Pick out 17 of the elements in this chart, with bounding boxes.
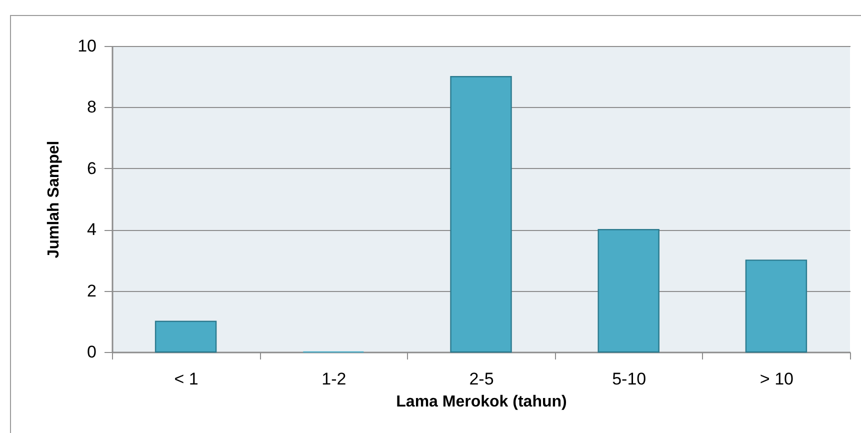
- x-tick-label: 5-10: [612, 370, 646, 388]
- x-tick-label: < 1: [174, 370, 198, 388]
- bar: [745, 260, 808, 353]
- bar: [598, 229, 660, 353]
- y-tick-label: 0: [87, 342, 96, 362]
- y-tick-label: 8: [87, 98, 96, 117]
- y-tick-label: 6: [87, 158, 96, 178]
- y-axis-title: Jumlah Sampel: [46, 140, 63, 258]
- bar: [450, 76, 512, 353]
- y-tick-label: 2: [87, 281, 96, 300]
- x-axis-title: Lama Merokok (tahun): [396, 394, 567, 410]
- bar: [154, 320, 217, 353]
- y-tick-label: 10: [78, 36, 96, 56]
- x-tick-label: 2-5: [469, 370, 494, 388]
- x-tick-label: 1-2: [322, 370, 346, 388]
- y-tick-label: 4: [87, 220, 96, 240]
- x-tick-label: > 10: [760, 370, 794, 388]
